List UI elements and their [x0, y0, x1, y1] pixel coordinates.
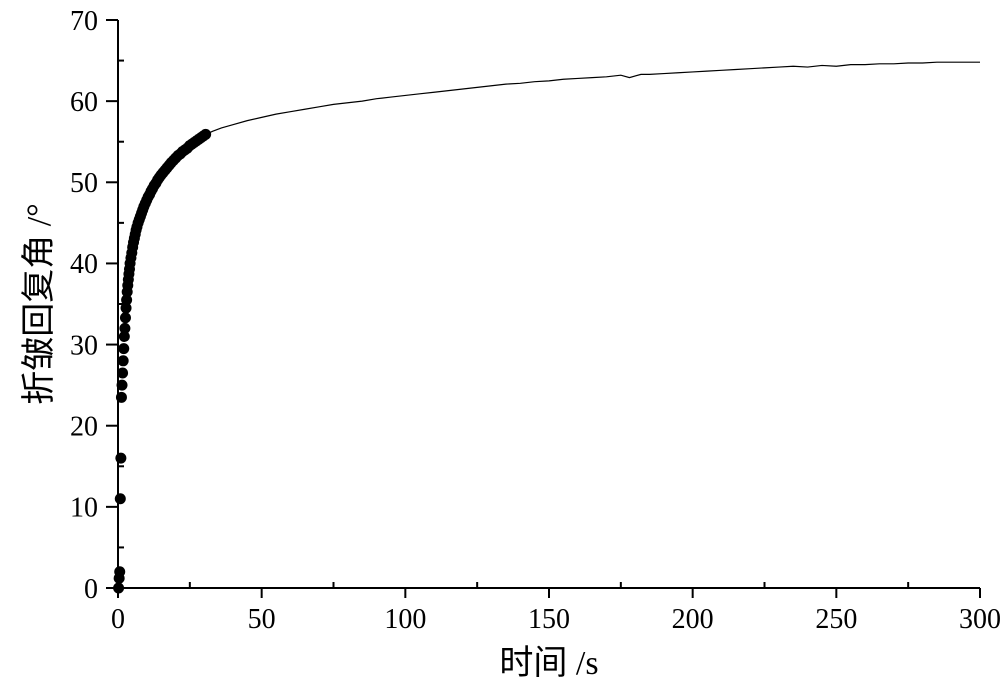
y-tick-label: 70 [70, 6, 98, 37]
recovery-angle-marker [119, 323, 130, 334]
y-tick-label: 30 [70, 330, 98, 361]
recovery-angle-marker [116, 392, 127, 403]
recovery-angle-marker [118, 343, 129, 354]
y-tick-label: 20 [70, 412, 98, 443]
recovery-angle-marker [118, 355, 129, 366]
y-tick-label: 50 [70, 168, 98, 199]
chart-background [0, 0, 1000, 693]
chart-svg: 0 50 100 150 200 250 300 0 10 20 30 40 50 60 70 时间 /s 折皱… [0, 0, 1000, 693]
y-tick-label: 40 [70, 249, 98, 280]
x-tick-label: 250 [815, 604, 857, 635]
y-tick-label: 60 [70, 87, 98, 118]
x-axis-label: 时间 /s [499, 645, 598, 682]
x-tick-label: 300 [959, 604, 1000, 635]
x-tick-label: 0 [111, 604, 125, 635]
x-tick-label: 200 [672, 604, 714, 635]
recovery-angle-marker [115, 493, 126, 504]
recovery-angle-marker [114, 566, 125, 577]
recovery-angle-marker [120, 312, 131, 323]
x-tick-label: 100 [384, 604, 426, 635]
x-tick-label: 50 [248, 604, 276, 635]
y-axis-label: 折皱回复角 /° [20, 203, 58, 405]
recovery-angle-marker [113, 583, 124, 594]
recovery-angle-marker [200, 129, 211, 140]
y-tick-label: 0 [84, 574, 98, 605]
recovery-angle-marker [115, 453, 126, 464]
recovery-angle-vs-time-chart: 0 50 100 150 200 250 300 0 10 20 30 40 50 60 70 时间 /s 折皱… [0, 0, 1000, 693]
recovery-angle-marker [117, 380, 128, 391]
x-tick-label: 150 [528, 604, 570, 635]
recovery-angle-marker [117, 367, 128, 378]
y-tick-label: 10 [70, 493, 98, 524]
